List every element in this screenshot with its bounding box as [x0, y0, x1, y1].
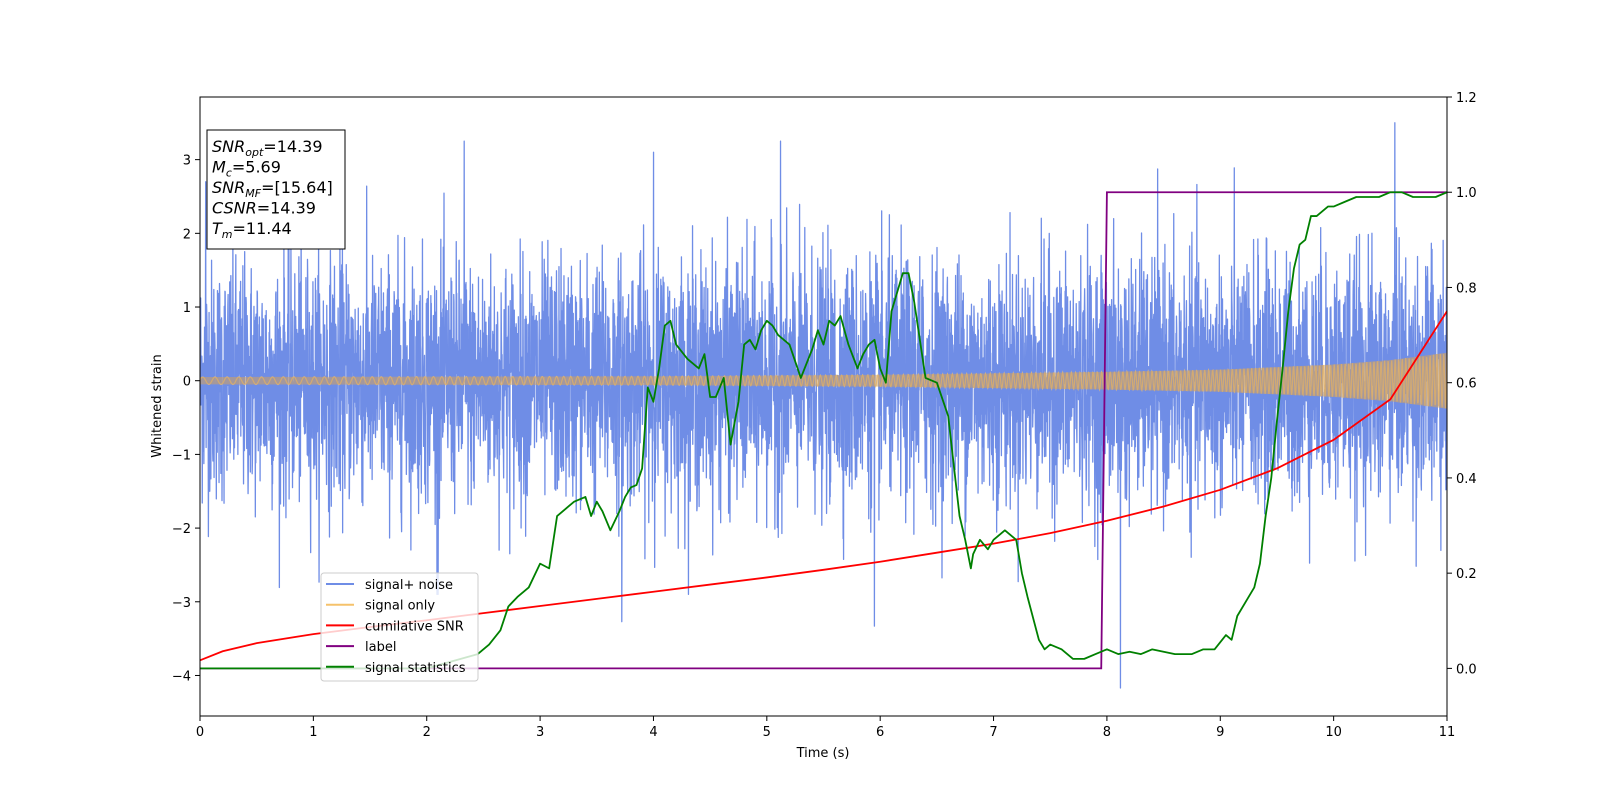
x-axis-label: Time (s) [796, 746, 850, 761]
x-tick-label: 0 [196, 725, 204, 740]
x-tick-label: 7 [989, 725, 997, 740]
y-right-tick-label: 0.6 [1456, 377, 1477, 392]
y-right-tick-label: 0.4 [1456, 472, 1477, 487]
annotation-line: Tm=11.44 [212, 219, 292, 241]
x-tick-label: 1 [309, 725, 317, 740]
y-right-tick-label: 0.2 [1456, 567, 1477, 582]
y-right-tick-label: 1.2 [1456, 91, 1477, 106]
x-tick-label: 11 [1439, 725, 1456, 740]
y-left-tick-label: 0 [183, 375, 191, 390]
series-label-line [200, 191, 1447, 670]
series-signal-statistics-line [200, 191, 1447, 670]
legend-label: label [365, 640, 396, 655]
legend-box [320, 572, 479, 682]
annotation-line: SNRopt=14.39 [212, 137, 323, 159]
plot-frame [199, 96, 1448, 717]
legend-label: cumilative SNR [365, 619, 464, 634]
series-signal-only-band [200, 352, 1447, 409]
y-axis-label: Whitened strain [150, 354, 165, 457]
y-right-tick-label: 1.0 [1456, 186, 1477, 201]
annotation-line: SNRMF=[15.64] [212, 178, 333, 200]
y-left-tick-label: −3 [172, 596, 191, 611]
x-tick-label: 2 [423, 725, 431, 740]
y-left-tick-label: −1 [172, 448, 191, 463]
y-left-tick-label: 1 [183, 301, 191, 316]
y-right-tick-label: 0.0 [1456, 662, 1477, 677]
x-tick-label: 4 [649, 725, 657, 740]
legend-label: signal+ noise [365, 578, 453, 593]
y-left-tick-label: 2 [183, 227, 191, 242]
x-tick-label: 5 [763, 725, 771, 740]
y-left-tick-label: 3 [183, 154, 191, 169]
y-right-tick-label: 0.8 [1456, 281, 1477, 296]
y-left-tick-label: −4 [172, 669, 191, 684]
annotation-line: Mc=5.69 [212, 158, 281, 180]
legend-label: signal statistics [365, 661, 466, 676]
y-left-tick-label: −2 [172, 522, 191, 537]
x-tick-label: 9 [1216, 725, 1224, 740]
x-tick-label: 3 [536, 725, 544, 740]
x-tick-label: 6 [876, 725, 884, 740]
annotation-line: CSNR=14.39 [212, 199, 316, 218]
annotation-box [206, 129, 346, 250]
x-tick-label: 10 [1325, 725, 1342, 740]
legend-label: signal only [365, 599, 435, 614]
x-tick-label: 8 [1103, 725, 1111, 740]
